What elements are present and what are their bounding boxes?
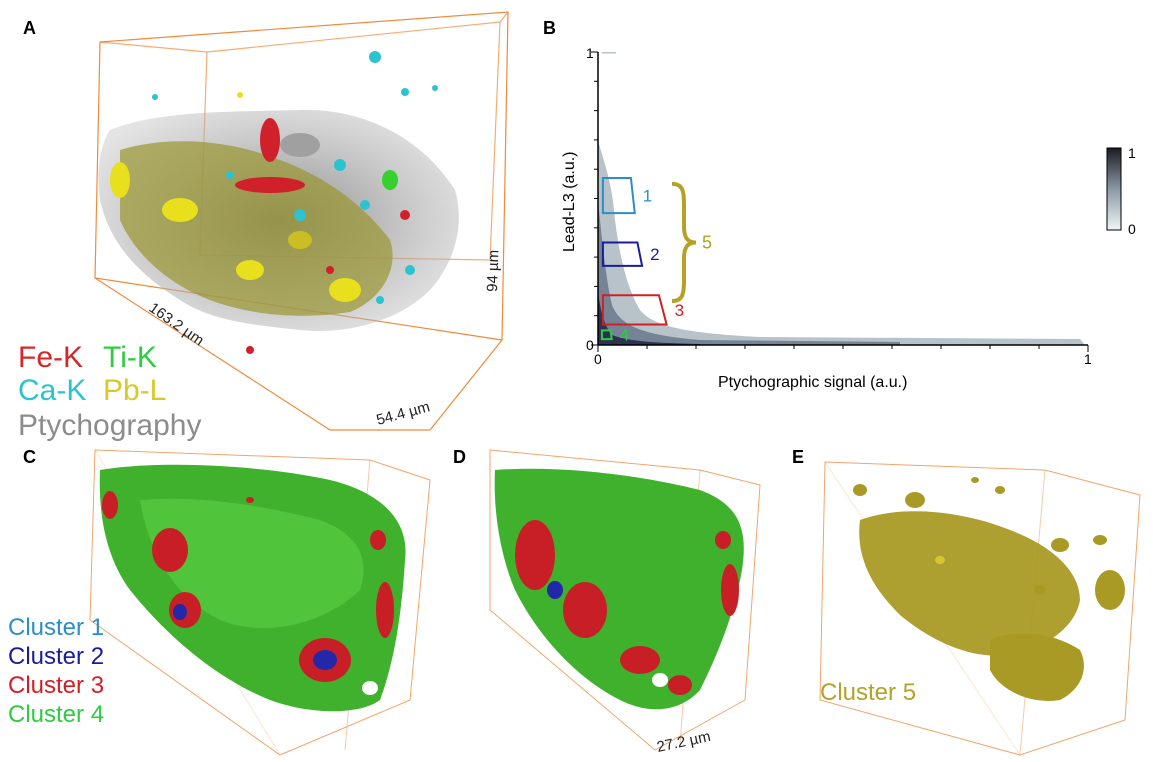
panel-a-letter: A (23, 18, 36, 38)
panel-a-dimension-y: 54.4 µm (375, 398, 432, 429)
legend-ptychography: Ptychography (18, 409, 201, 442)
panel-a: A (18, 11, 509, 442)
cluster-region-label-1: 1 (643, 187, 652, 206)
y-ticks (591, 51, 598, 346)
cluster-5-brace: 5 (671, 181, 712, 304)
x-axis-label: Ptychographic signal (a.u.) (718, 374, 907, 391)
panel-c-cluster-render (99, 464, 406, 712)
panel-e-cluster-render (853, 477, 1125, 701)
x-tick-label-1: 1 (1084, 351, 1092, 367)
density-heatmap (598, 52, 1085, 345)
panel-c: C Cluster 1 Cluster 2 Cluster 3 Cluster … (8, 447, 431, 756)
panel-a-dimension-z: 94 µm (484, 250, 502, 293)
panel-d: D 27.2 µm (453, 447, 761, 756)
colorbar: 1 0 (1106, 145, 1136, 237)
panel-d-letter: D (453, 447, 466, 467)
panel-d-cluster-render (494, 468, 744, 710)
panel-e: E Cluster 5 (792, 447, 1141, 756)
legend-cluster-5: Cluster 5 (820, 679, 916, 706)
panel-b: B 1 0 0 1 Ptychographic signal (a.u.) Le… (543, 18, 1136, 391)
panel-c-letter: C (23, 447, 36, 467)
panel-e-letter: E (792, 447, 804, 467)
panel-b-plot: 1 0 0 1 Ptychographic signal (a.u.) Lead… (561, 45, 1092, 391)
axes (597, 52, 1088, 346)
colorbar-min-label: 0 (1128, 221, 1136, 237)
x-tick-label-0: 0 (594, 351, 602, 367)
brace-label: 5 (702, 232, 712, 252)
colorbar-max-label: 1 (1128, 145, 1136, 161)
x-ticks (597, 345, 1089, 352)
y-axis-label: Lead-L3 (a.u.) (561, 151, 578, 252)
y-tick-label-0: 0 (586, 337, 594, 353)
legend-pb-l: Pb-L (103, 374, 166, 407)
cluster-region-2 (601, 241, 644, 267)
legend-cluster-3: Cluster 3 (8, 672, 104, 699)
cluster-region-label-4: 4 (620, 326, 629, 345)
legend-fe-k: Fe-K (18, 341, 83, 374)
cluster-region-label-3: 3 (675, 301, 684, 320)
brace-shape (671, 181, 697, 304)
cluster-region-label-2: 2 (650, 245, 659, 264)
panel-a-legend: Fe-K Ti-K Ca-K Pb-L Ptychography (18, 341, 201, 442)
panel-c-legend: Cluster 1 Cluster 2 Cluster 3 Cluster 4 (8, 614, 104, 728)
cluster-region-3 (601, 294, 668, 326)
legend-ca-k: Ca-K (18, 374, 86, 407)
panel-b-letter: B (543, 18, 556, 38)
legend-cluster-1: Cluster 1 (8, 614, 104, 641)
cluster-regions: 1 2 3 4 (600, 176, 684, 345)
cluster-region-1 (601, 176, 636, 215)
y-tick-label-1: 1 (586, 45, 594, 61)
panel-d-dimension: 27.2 µm (655, 728, 712, 756)
cluster-region-4 (600, 329, 613, 341)
colorbar-gradient (1106, 147, 1122, 231)
legend-cluster-4: Cluster 4 (8, 701, 104, 728)
panel-a-sample-volume (98, 51, 459, 354)
legend-ti-k: Ti-K (103, 341, 157, 374)
legend-cluster-2: Cluster 2 (8, 643, 104, 670)
